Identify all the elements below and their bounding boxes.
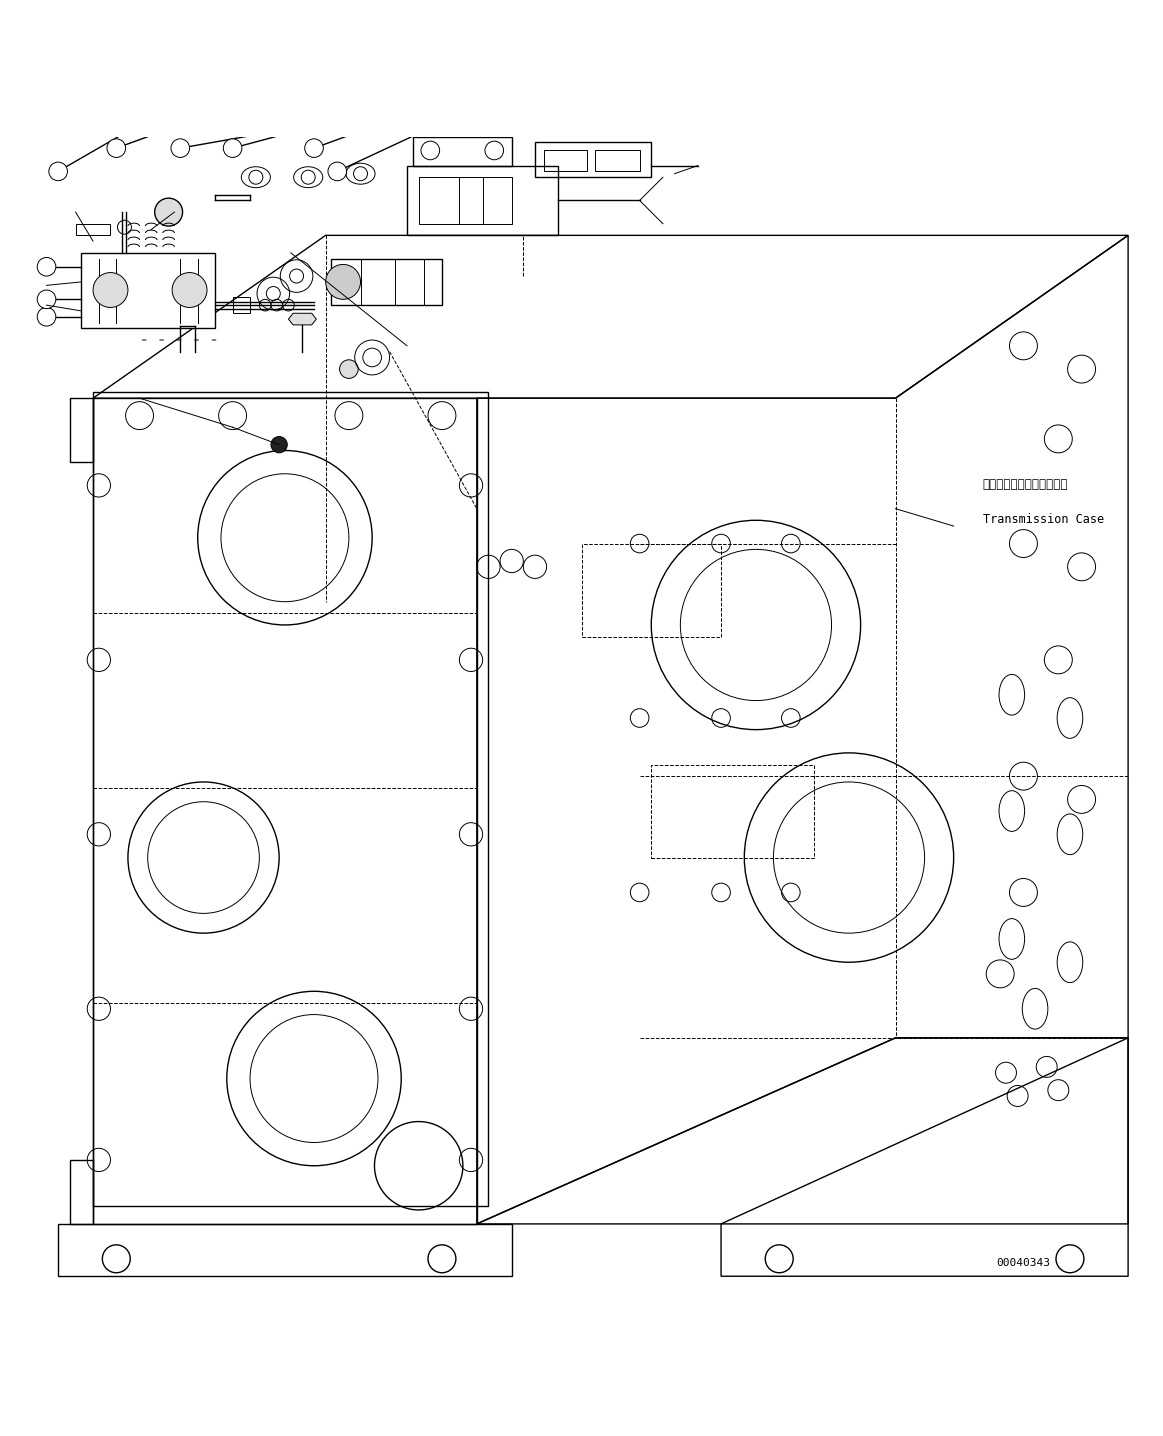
Text: Transmission Case: Transmission Case xyxy=(983,513,1104,526)
Circle shape xyxy=(223,139,242,158)
Circle shape xyxy=(172,273,207,307)
Circle shape xyxy=(37,257,56,276)
Polygon shape xyxy=(81,253,215,329)
Circle shape xyxy=(37,307,56,326)
Text: 00040343: 00040343 xyxy=(997,1258,1050,1268)
Circle shape xyxy=(326,264,361,299)
Circle shape xyxy=(271,437,287,452)
Circle shape xyxy=(328,162,347,181)
Circle shape xyxy=(37,290,56,309)
Circle shape xyxy=(171,139,190,158)
Text: トランスミッションケース: トランスミッションケース xyxy=(983,478,1069,491)
Polygon shape xyxy=(288,313,316,325)
Circle shape xyxy=(93,273,128,307)
Circle shape xyxy=(49,162,67,181)
Circle shape xyxy=(340,360,358,379)
Circle shape xyxy=(305,139,323,158)
Circle shape xyxy=(107,139,126,158)
Circle shape xyxy=(155,198,183,225)
